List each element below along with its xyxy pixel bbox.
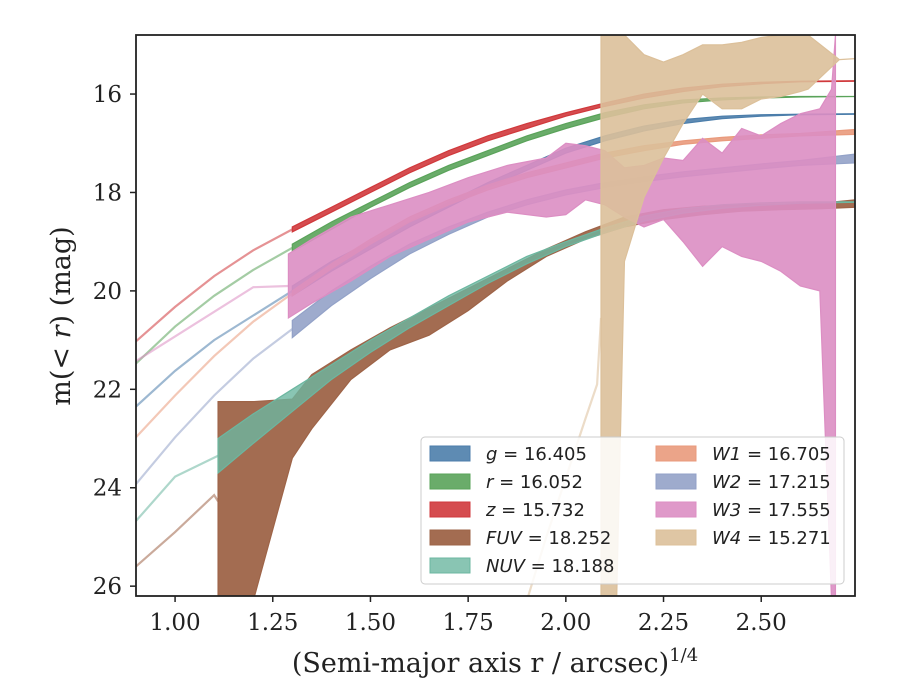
legend-label-nuv: NUV = 18.188 xyxy=(486,556,614,577)
legend-swatch-w1 xyxy=(655,445,697,462)
legend-item-nuv: NUV = 18.188 xyxy=(429,556,614,577)
legend-swatch-g xyxy=(429,445,471,462)
legend-label-r: r = 16.052 xyxy=(486,472,583,493)
x-tick-label: 1.75 xyxy=(443,610,494,636)
legend-swatch-fuv xyxy=(429,529,471,546)
x-axis-ticks: 1.00 1.25 1.50 1.75 2.00 2.25 2.50 xyxy=(149,596,787,636)
legend-swatch-w4 xyxy=(655,529,697,546)
series-g-extrapolation xyxy=(136,289,293,408)
plot-frame xyxy=(135,34,856,597)
series-layer xyxy=(136,35,855,596)
y-tick-label: 22 xyxy=(93,377,122,403)
y-axis-label: m(< r) (mag) xyxy=(46,226,77,405)
y-tick-label: 24 xyxy=(93,476,122,502)
legend: g = 16.405 r = 16.052 z = 15.732 FUV = 18.2… xyxy=(420,436,845,585)
x-tick-label: 1.25 xyxy=(247,610,298,636)
x-tick-label: 2.00 xyxy=(540,610,591,636)
y-tick-label: 16 xyxy=(93,82,122,108)
legend-label-w4: W4 = 15.271 xyxy=(712,528,831,549)
legend-item-g: g = 16.405 xyxy=(429,444,587,465)
legend-item-fuv: FUV = 18.252 xyxy=(429,528,611,549)
series-nuv-extrapolation xyxy=(136,454,219,522)
x-tick-label: 1.00 xyxy=(149,610,200,636)
x-tick-label: 1.50 xyxy=(345,610,396,636)
series-z-band xyxy=(291,80,855,233)
series-w1-extrapolation xyxy=(136,292,293,439)
legend-label-w2: W2 = 17.215 xyxy=(712,472,831,493)
series-w3-extrapolation xyxy=(136,284,289,362)
legend-box xyxy=(420,436,845,585)
series-w2-extrapolation xyxy=(136,328,293,485)
series-z-extrapolation xyxy=(136,228,293,343)
legend-item-w2: W2 = 17.215 xyxy=(655,472,831,493)
legend-items: g = 16.405 r = 16.052 z = 15.732 FUV = 18.2… xyxy=(429,444,831,577)
legend-swatch-r xyxy=(429,473,471,490)
x-tick-label: 2.50 xyxy=(736,610,787,636)
legend-label-w1: W1 = 16.705 xyxy=(712,444,831,465)
series-w3-band xyxy=(287,35,837,596)
legend-label-z: z = 15.732 xyxy=(485,500,585,521)
legend-item-w4: W4 = 15.271 xyxy=(655,528,831,549)
legend-label-w3: W3 = 17.555 xyxy=(712,500,831,521)
series-w4-band xyxy=(600,35,855,596)
legend-label-fuv: FUV = 18.252 xyxy=(486,528,611,549)
series-nuv-band xyxy=(217,201,855,475)
x-axis-label: (Semi-major axis r / arcsec)1/4 xyxy=(292,645,698,679)
series-r-extrapolation xyxy=(136,246,293,365)
y-tick-label: 20 xyxy=(93,279,122,305)
series-z xyxy=(136,80,855,343)
series-nuv xyxy=(136,201,855,522)
y-tick-label: 18 xyxy=(93,180,122,206)
y-tick-label: 26 xyxy=(93,574,122,600)
series-w3 xyxy=(136,35,837,596)
legend-swatch-w3 xyxy=(655,501,697,518)
series-fuv-extrapolation xyxy=(136,493,219,568)
y-axis-ticks: 16 18 20 22 24 26 xyxy=(93,82,136,600)
legend-item-r: r = 16.052 xyxy=(429,472,583,493)
legend-item-w3: W3 = 17.555 xyxy=(655,500,831,521)
legend-swatch-w2 xyxy=(655,473,697,490)
legend-item-z: z = 15.732 xyxy=(429,500,585,521)
legend-swatch-nuv xyxy=(429,557,471,574)
legend-label-g: g = 16.405 xyxy=(486,444,587,465)
x-tick-label: 2.25 xyxy=(638,610,689,636)
legend-item-w1: W1 = 16.705 xyxy=(655,444,831,465)
legend-swatch-z xyxy=(429,501,471,518)
